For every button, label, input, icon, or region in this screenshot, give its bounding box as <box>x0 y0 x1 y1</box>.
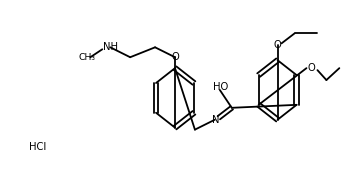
Text: N: N <box>212 115 220 125</box>
Text: HO: HO <box>213 82 229 92</box>
Text: NH: NH <box>103 42 118 52</box>
Text: O: O <box>274 40 281 50</box>
Text: HCl: HCl <box>29 142 46 152</box>
Text: CH₃: CH₃ <box>79 53 96 62</box>
Text: O: O <box>307 63 315 73</box>
Text: O: O <box>171 52 179 62</box>
